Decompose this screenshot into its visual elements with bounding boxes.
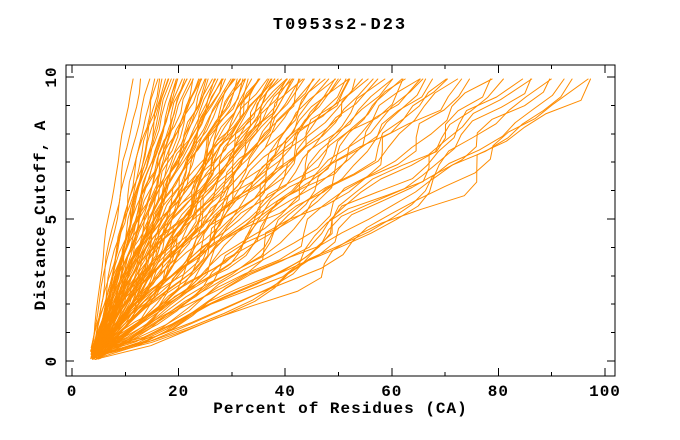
model-curve [92,78,342,353]
tick-labels-group: 0 20 40 60 80 100 0 5 10 [43,66,621,401]
x-tick-label: 0 [67,383,78,401]
model-curve [95,78,447,352]
model-curve [93,78,336,359]
model-curve [90,78,273,352]
model-curve [91,78,305,351]
x-axis-label: Percent of Residues (CA) [213,400,468,418]
x-tick-label: 40 [275,383,296,401]
model-curve [97,78,300,352]
model-curve [90,78,202,349]
model-curve [95,78,244,359]
model-curve [97,78,573,357]
model-curve [91,78,261,355]
x-tick-label: 60 [381,383,402,401]
model-curve [93,78,246,358]
model-curve [91,78,470,356]
model-curve [93,78,169,348]
model-curve [96,78,552,357]
model-curve [98,78,493,353]
model-curve [90,78,238,355]
model-curve [90,78,226,352]
x-tick-label: 100 [589,383,621,401]
y-tick-label: 10 [43,66,61,87]
model-curve [96,78,406,352]
model-curve [92,78,134,353]
model-curve [95,78,591,360]
model-curve [97,78,260,360]
model-curve [95,78,533,360]
model-curve [93,78,213,355]
model-curves-group [90,78,591,360]
model-curve [92,78,459,353]
chart-title: T0953s2-D23 [272,16,408,35]
x-tick-label: 80 [488,383,509,401]
model-curve [91,78,163,360]
model-curve [92,78,246,355]
model-curve [92,78,404,351]
model-curve [96,78,339,353]
x-tick-label: 20 [168,383,189,401]
model-curve [94,78,565,355]
y-axis-label: Distance Cutoff, A [32,119,50,311]
model-curve [91,78,421,351]
model-curve [97,78,463,356]
y-tick-label: 0 [43,356,61,367]
model-curve [93,78,532,354]
model-curve [92,78,301,350]
model-curve [91,78,551,352]
model-curve [92,78,188,349]
model-curve [98,78,350,357]
model-curve [90,78,272,358]
model-curve [90,78,356,352]
axes-group [65,64,616,377]
y-tick-label: 5 [43,214,61,225]
model-curve [92,78,424,352]
model-curve [97,78,223,352]
model-curve [90,78,151,356]
model-curve [92,78,589,351]
plot-border [65,64,616,377]
model-curve [92,78,314,353]
model-curve [93,78,386,359]
model-curve [97,78,379,350]
model-curve [96,78,192,351]
